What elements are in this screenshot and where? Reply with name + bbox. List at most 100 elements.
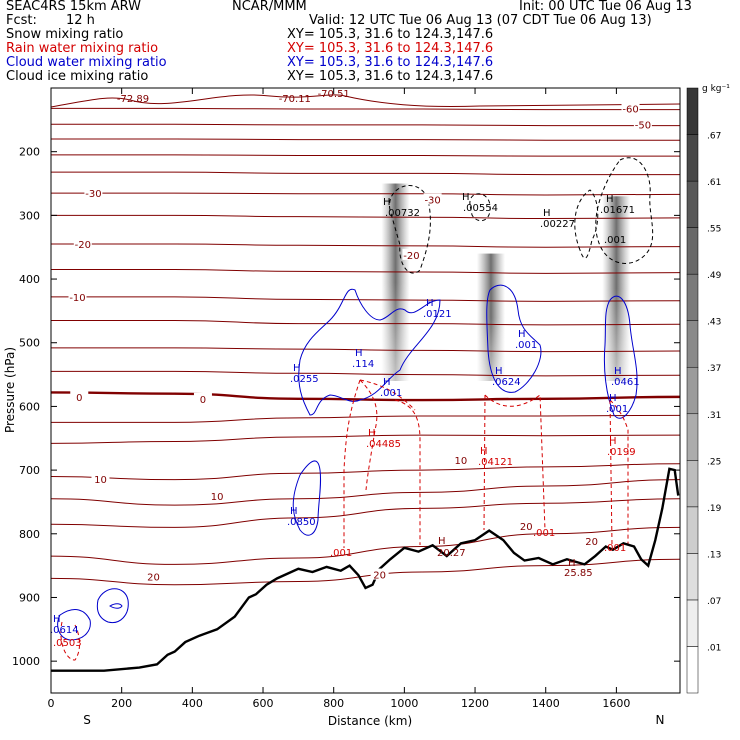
colorbar-cell-8 [686,273,699,321]
colorbar-cell-2 [686,553,699,601]
temp-label-3: -20 [75,240,91,251]
cloud-water-max-marker-3: H [383,377,391,388]
cloud-water-contour-2 [603,295,638,419]
plot-frame [50,87,681,694]
temp-label-5: 0 [76,393,82,404]
contour-labels: -60 -50 -30 -20 -10 0 0 -30 -20 10 10 10 20 20 20 20 -72… [50,89,652,649]
cloud-water-max-marker-2: H [293,363,301,374]
temp-extreme-0: -72.89 [117,94,149,105]
cloud-water-contour-4 [57,609,91,641]
temp-label-bg-6 [193,392,212,404]
snow-max-2: .00227 [540,219,575,230]
field-xy-cloud-ice: XY= 105.3, 31.6 to 124.3,147.6 [287,69,494,84]
center-name: NCAR/MMM [232,0,307,14]
forecast-value: 12 h [66,13,95,28]
field-xy-snow: XY= 105.3, 31.6 to 124.3,147.6 [287,27,494,42]
snow-max-0: .00732 [385,208,420,219]
colorbar-cell-9 [686,227,699,275]
snow-contour-2 [574,189,599,259]
x-tick-label-2: 400 [182,697,203,710]
colorbar-cell-6 [686,366,699,415]
field-name-rain: Rain water mixing ratio [6,41,159,56]
y-tick-label-5: 700 [19,464,40,477]
field-xy-rain: XY= 105.3, 31.6 to 124.3,147.6 [287,41,494,56]
temp-label-bg-3 [73,238,92,250]
colorbar-tick-11: .67 [707,132,721,142]
temperature-contour-top [50,94,681,108]
colorbar-unit: g kg⁻¹ [702,84,730,94]
cloud-water-max-1: .114 [352,359,374,370]
field-xy-cloud-water: XY= 105.3, 31.6 to 124.3,147.6 [287,55,494,70]
cloud-water-contour-5 [96,588,129,624]
cloud-water-max-4: .0624 [492,377,521,388]
temp-label-bg-0 [621,102,640,114]
model-name: SEAC4RS 15km ARW [6,0,142,14]
x-tick-label-3: 600 [253,697,274,710]
colorbar-tick-5: .31 [707,411,721,421]
temp-extreme-1: -70.11 [279,94,311,105]
snow-max-3: .01671 [600,205,635,216]
colorbar-tick-1: .07 [707,597,721,607]
temp-label-9: 10 [455,456,468,467]
colorbar-tick-7: .43 [707,318,721,328]
temp-max-0: 20.27 [437,548,466,559]
colorbar-tick-9: .55 [707,225,721,235]
temp-label-1: -50 [635,120,651,131]
colorbar-tick-6: .37 [707,364,721,374]
snow-max-marker-3: H [606,194,614,205]
colorbar-cell-7 [686,320,699,368]
rain-water-contour-2 [483,394,546,531]
temperature-contour-1 [51,123,680,127]
snow-contour-0 [389,185,431,274]
y-tick-label-2: 400 [19,273,40,286]
x-tick-label-7: 1400 [532,697,560,710]
cloud-ice-fade-2 [602,196,631,381]
temp-label-bg-2 [84,187,103,199]
cloud-water-max-2: .0255 [290,374,319,385]
cloud-water-max-3: .001 [380,388,402,399]
temperature-contour-4 [51,171,680,176]
temp-label-13: 20 [585,537,598,548]
colorbar-tick-3: .19 [707,504,722,514]
rain-water-contour-4 [60,621,80,661]
temp-label-11: 10 [211,492,224,503]
cloud-water-max-7: .001 [515,340,537,351]
rain-water-max-2: .0199 [607,447,636,458]
temp-label-7: -30 [424,195,440,206]
rain-water-max-4: .001 [533,528,555,539]
temp-max-marker-0: H [438,536,446,547]
cloud-water-max-marker-6: H [290,506,298,517]
cloud-water-max-marker-4: H [495,366,503,377]
colorbar-cell-3 [686,506,699,554]
temperature-contour-8 [50,268,681,274]
temperature-contour-18 [50,498,681,528]
temp-label-bg-12 [517,520,536,532]
cloud-water-max-9: .0614 [50,625,79,636]
colorbar-tick-4: .25 [707,457,721,467]
cloud-water-max-5: .0461 [611,377,640,388]
temp-label-12: 20 [520,522,533,533]
colorbar-tick-10: .61 [707,178,721,188]
temp-label-14: 20 [147,572,160,583]
rain-water-max-0: .04485 [366,439,401,450]
temperature-contour-5 [50,192,681,196]
temperature-contour-6 [50,214,681,220]
temp-max-1: 25.85 [564,568,593,579]
cloud-water-max-marker-9: H [53,614,61,625]
rain-water-max-1: .04121 [478,457,513,468]
temperature-contour-3 [51,154,680,157]
colorbar-cell-5 [686,413,699,461]
snow-contours [389,157,654,274]
colorbar-cell-0 [686,646,699,694]
temperature-contour-15 [50,434,681,444]
cloud-water-max-8: .001 [606,404,628,415]
temp-label-bg-4 [68,290,87,302]
temp-label-2: -30 [85,189,101,200]
temp-label-4: -10 [69,293,85,304]
y-tick-label-8: 1000 [12,655,40,668]
temp-label-bg-8 [402,248,421,260]
rain-water-max-3: .001 [330,548,352,559]
temp-label-bg-7 [423,193,442,205]
colorbar-cell-11 [686,134,699,182]
x-tick-label-6: 1200 [461,697,489,710]
